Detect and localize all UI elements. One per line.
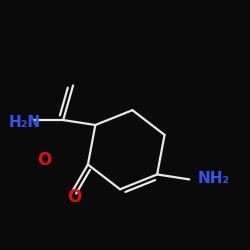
- Text: O: O: [38, 150, 52, 168]
- Text: H₂N: H₂N: [9, 115, 41, 130]
- Text: O: O: [67, 188, 82, 206]
- Text: NH₂: NH₂: [198, 171, 230, 186]
